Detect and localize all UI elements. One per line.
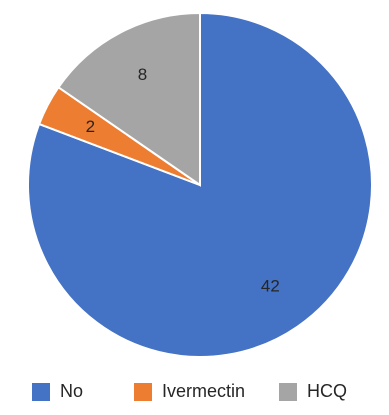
pie-data-labels: 42 2 8 <box>86 65 280 296</box>
legend: No Ivermectin HCQ <box>32 381 347 401</box>
legend-label-ivermectin: Ivermectin <box>162 381 245 401</box>
legend-swatch-ivermectin <box>134 383 152 401</box>
legend-swatch-no <box>32 383 50 401</box>
data-label-hcq: 8 <box>138 65 147 84</box>
legend-swatch-hcq <box>279 383 297 401</box>
data-label-no: 42 <box>261 276 280 295</box>
pie-slices <box>27 11 373 358</box>
pie-slice-hcq <box>57 11 201 187</box>
legend-label-hcq: HCQ <box>307 381 347 401</box>
data-label-ivermectin: 2 <box>86 117 95 136</box>
legend-label-no: No <box>60 381 83 401</box>
